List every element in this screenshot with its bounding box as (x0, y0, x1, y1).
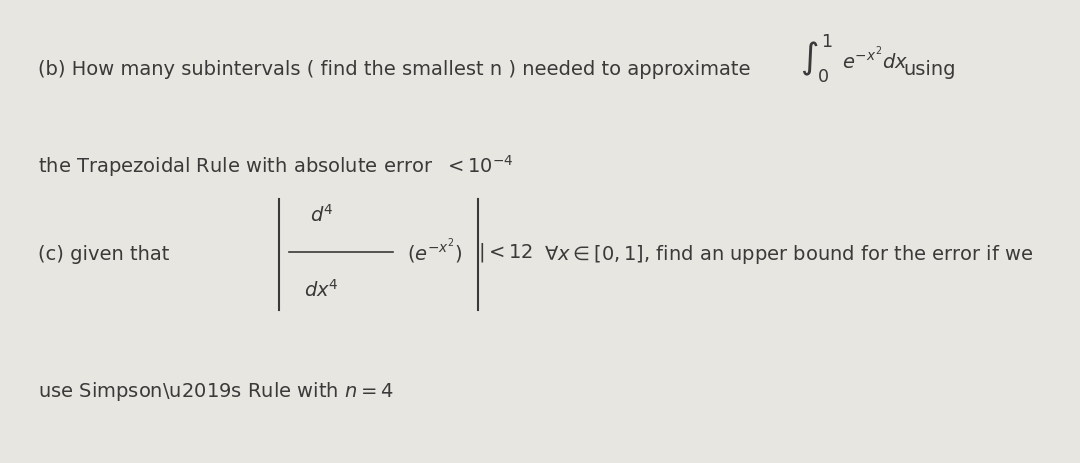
Text: $(e^{-x^2})$: $(e^{-x^2})$ (407, 238, 462, 266)
Text: $| < 12$: $| < 12$ (478, 241, 534, 264)
Text: (b) How many subintervals ( find the smallest n ) needed to approximate: (b) How many subintervals ( find the sma… (38, 60, 751, 79)
Text: $\forall x \in [0,1]$, find an upper bound for the error if we: $\forall x \in [0,1]$, find an upper bou… (544, 243, 1034, 266)
Text: (c) given that: (c) given that (38, 245, 170, 264)
Text: using: using (904, 60, 956, 79)
Text: $e^{-x^2}dx$: $e^{-x^2}dx$ (842, 46, 908, 73)
Text: $d^4$: $d^4$ (310, 204, 334, 226)
Text: use Simpson\u2019s Rule with $n = 4$: use Simpson\u2019s Rule with $n = 4$ (38, 380, 394, 403)
Text: $dx^4$: $dx^4$ (305, 278, 339, 300)
Text: the Trapezoidal Rule with absolute error  $< 10^{-4}$: the Trapezoidal Rule with absolute error… (38, 153, 514, 179)
Text: $\int_0^1$: $\int_0^1$ (799, 32, 833, 85)
